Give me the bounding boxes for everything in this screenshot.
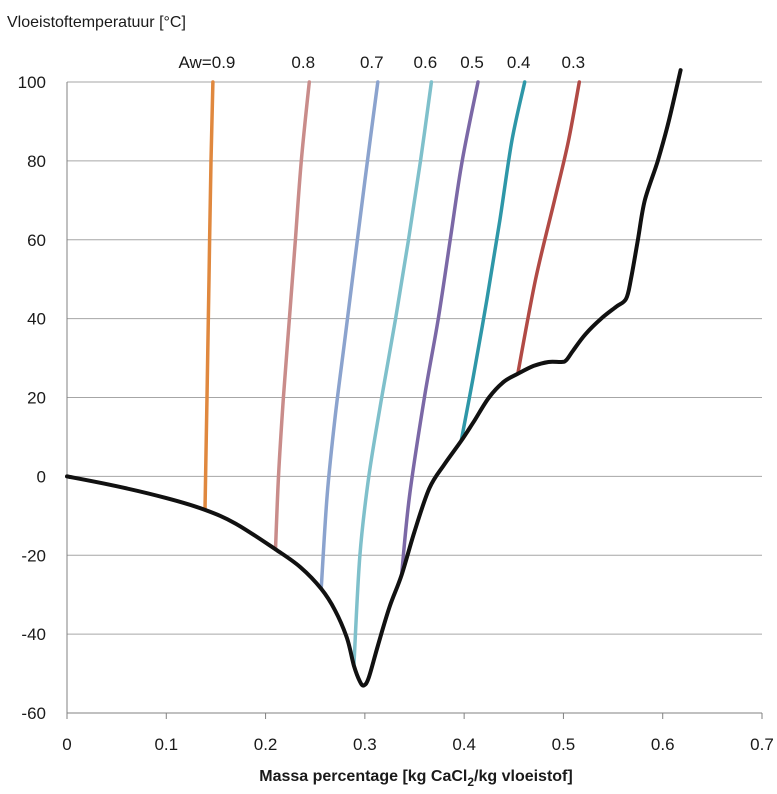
series-label: 0.6 <box>414 53 438 72</box>
y-tick-label: -20 <box>21 546 46 565</box>
aw-line <box>459 80 527 443</box>
aw-line <box>319 80 380 591</box>
aw-line <box>399 80 480 577</box>
y-tick-label: 0 <box>37 467 46 486</box>
series-labels: Aw=0.9 0.8 0.7 0.6 0.5 0.4 0.3 <box>179 53 586 72</box>
axes <box>66 82 763 719</box>
series-label: 0.3 <box>561 53 585 72</box>
x-tick-label: 0.3 <box>353 735 377 754</box>
y-tick-label: 60 <box>27 231 46 250</box>
aw-line <box>273 80 312 552</box>
aw-line <box>516 80 582 376</box>
x-axis-title: Massa percentage [kg CaCl2/kg vloeistof] <box>259 768 572 789</box>
y-tick-label: 40 <box>27 310 46 329</box>
grid-lines <box>67 81 762 635</box>
x-tick-labels: 0 0.1 0.2 0.3 0.4 0.5 0.6 0.7 <box>62 735 774 754</box>
aw-line <box>352 80 434 668</box>
y-axis-title: Vloeistoftemperatuur [°C] <box>7 14 186 31</box>
x-tick-label: 0.5 <box>552 735 576 754</box>
x-tick-label: 0.1 <box>154 735 178 754</box>
x-axis-title-prefix: Massa percentage [kg CaCl <box>259 768 467 785</box>
boundary-line <box>65 68 683 688</box>
x-tick-label: 0.2 <box>254 735 278 754</box>
y-tick-labels: 100 80 60 40 20 0 -20 -40 -60 <box>18 73 46 723</box>
aw-line <box>203 80 215 512</box>
series-label: Aw=0.9 <box>179 53 236 72</box>
x-tick-label: 0.6 <box>651 735 675 754</box>
x-tick-label: 0 <box>62 735 71 754</box>
y-tick-label: 100 <box>18 73 46 92</box>
series-label: 0.4 <box>507 53 531 72</box>
x-tick-label: 0.7 <box>750 735 774 754</box>
x-axis-title-subscript: 2 <box>467 775 474 789</box>
series-label: 0.5 <box>460 53 484 72</box>
y-tick-label: -60 <box>21 704 46 723</box>
y-tick-label: -40 <box>21 625 46 644</box>
y-tick-label: 20 <box>27 389 46 408</box>
series-label: 0.7 <box>360 53 384 72</box>
series-label: 0.8 <box>291 53 315 72</box>
x-axis-title-suffix: /kg vloeistof] <box>474 768 573 785</box>
x-tick-label: 0.4 <box>452 735 476 754</box>
series-lines <box>65 68 683 688</box>
y-tick-label: 80 <box>27 152 46 171</box>
